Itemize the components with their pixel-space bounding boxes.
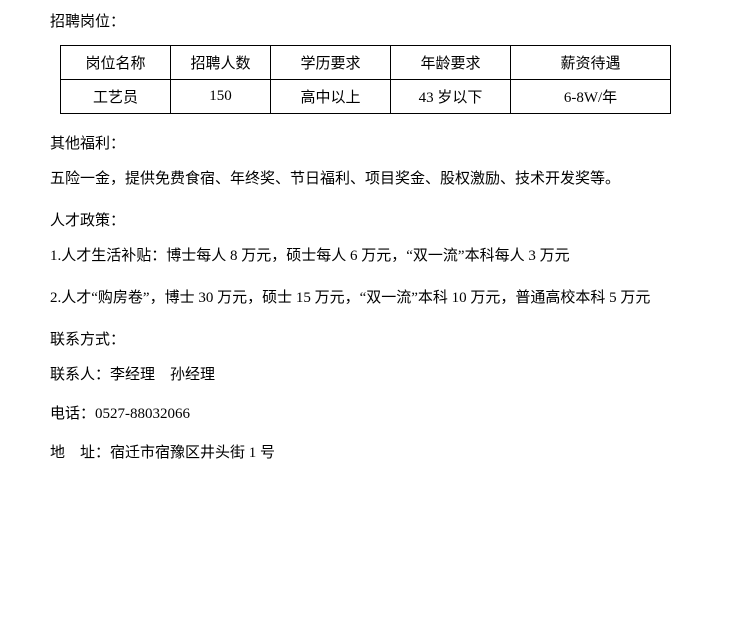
table-cell-education: 高中以上: [271, 80, 391, 114]
recruitment-title: 招聘岗位：: [50, 10, 698, 31]
contact-title: 联系方式：: [50, 328, 698, 349]
table-header-row: 岗位名称 招聘人数 学历要求 年龄要求 薪资待遇: [61, 46, 671, 80]
table-header-position: 岗位名称: [61, 46, 171, 80]
talent-policy-title: 人才政策：: [50, 209, 698, 230]
table-row: 工艺员 150 高中以上 43 岁以下 6-8W/年: [61, 80, 671, 114]
other-benefits-text: 五险一金，提供免费食宿、年终奖、节日福利、项目奖金、股权激励、技术开发奖等。: [50, 167, 698, 191]
talent-policy-item-2: 2.人才“购房卷”，博士 30 万元，硕士 15 万元，“双一流”本科 10 万…: [50, 286, 698, 310]
table-cell-position: 工艺员: [61, 80, 171, 114]
talent-policy-item-1: 1.人才生活补贴：博士每人 8 万元，硕士每人 6 万元，“双一流”本科每人 3…: [50, 244, 698, 268]
table-cell-salary: 6-8W/年: [511, 80, 671, 114]
table-header-age: 年龄要求: [391, 46, 511, 80]
table-header-salary: 薪资待遇: [511, 46, 671, 80]
table-header-education: 学历要求: [271, 46, 391, 80]
recruitment-table: 岗位名称 招聘人数 学历要求 年龄要求 薪资待遇 工艺员 150 高中以上 43…: [60, 45, 671, 114]
table-cell-age: 43 岁以下: [391, 80, 511, 114]
table-cell-count: 150: [171, 80, 271, 114]
contact-person: 联系人：李经理 孙经理: [50, 363, 698, 384]
contact-address: 地 址：宿迁市宿豫区井头街 1 号: [50, 441, 698, 462]
contact-phone: 电话：0527-88032066: [50, 402, 698, 423]
other-benefits-title: 其他福利：: [50, 132, 698, 153]
table-header-count: 招聘人数: [171, 46, 271, 80]
